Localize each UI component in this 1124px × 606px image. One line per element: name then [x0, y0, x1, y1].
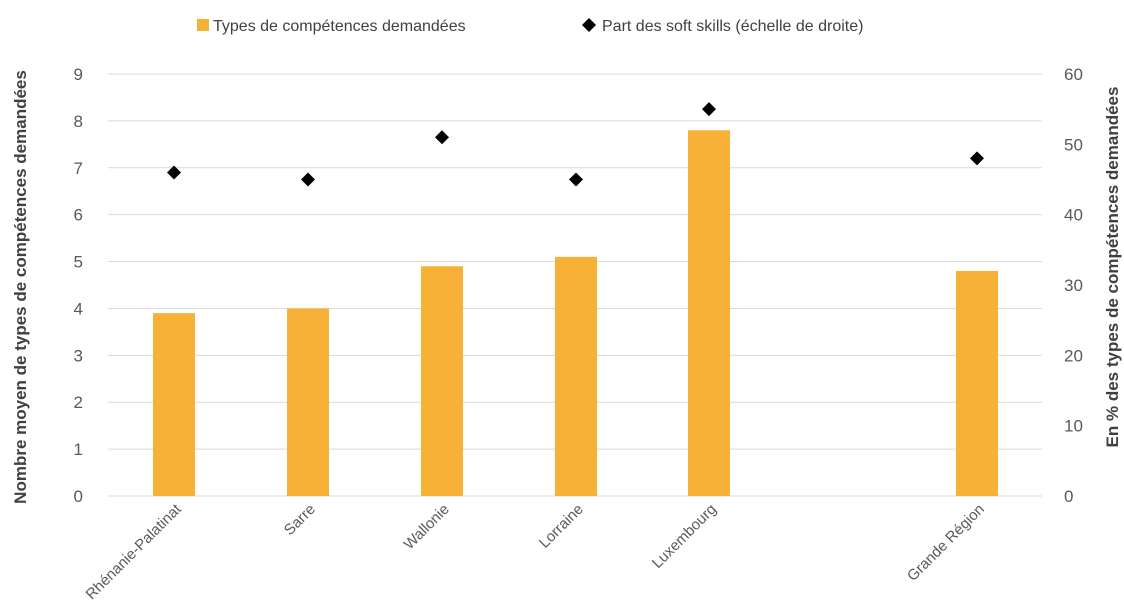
marker-series — [167, 102, 984, 187]
right-axis-ticks: 0 10 20 30 40 50 60 — [1064, 65, 1083, 506]
category-label: Rhénanie-Palatinat — [83, 500, 186, 601]
diamond-marker — [301, 172, 315, 187]
right-axis-title: En % des types de compétences demandées — [1103, 87, 1122, 448]
right-tick-label: 0 — [1064, 487, 1073, 506]
bar — [555, 256, 597, 496]
left-tick-label: 0 — [74, 487, 83, 506]
category-label: Grande Région — [904, 501, 988, 585]
right-tick-label: 60 — [1064, 65, 1083, 84]
left-tick-label: 3 — [74, 346, 83, 365]
diamond-marker — [970, 151, 984, 166]
bar — [956, 270, 998, 496]
left-tick-label: 4 — [74, 299, 83, 318]
left-axis-title: Nombre moyen de types de compétences dem… — [11, 70, 30, 504]
bar — [688, 130, 730, 496]
legend-bar-swatch — [197, 19, 209, 31]
legend-diamond-marker — [582, 18, 596, 32]
right-tick-label: 30 — [1064, 276, 1083, 295]
right-tick-label: 50 — [1064, 135, 1083, 154]
bar — [287, 308, 329, 496]
legend-marker-label: Part des soft skills (échelle de droite) — [602, 18, 863, 35]
left-tick-label: 2 — [74, 393, 83, 412]
category-label: Wallonie — [401, 501, 453, 553]
diamond-marker — [167, 165, 181, 180]
left-tick-label: 9 — [74, 65, 83, 84]
diamond-marker — [435, 130, 449, 145]
left-tick-label: 6 — [74, 206, 83, 225]
right-tick-label: 40 — [1064, 206, 1083, 225]
left-tick-label: 8 — [74, 112, 83, 131]
left-tick-label: 5 — [74, 253, 83, 272]
category-label: Sarre — [281, 501, 319, 539]
legend-bar-label: Types de compétences demandées — [213, 18, 466, 35]
left-tick-label: 1 — [74, 440, 83, 459]
category-label: Lorraine — [536, 501, 587, 552]
diamond-marker — [702, 102, 716, 117]
right-tick-label: 20 — [1064, 346, 1083, 365]
left-tick-label: 7 — [74, 159, 83, 178]
right-tick-label: 10 — [1064, 417, 1083, 436]
bar — [421, 266, 463, 496]
category-label: Luxembourg — [649, 501, 720, 572]
bar-series — [153, 130, 998, 496]
diamond-marker — [569, 172, 583, 187]
bar — [153, 313, 195, 496]
category-labels: Rhénanie-Palatinat Sarre Wallonie Lorraine L… — [83, 500, 988, 603]
legend: Types de compétences demandées Part des … — [197, 18, 863, 35]
left-axis-ticks: 0 1 2 3 4 5 6 7 8 9 — [74, 65, 83, 506]
